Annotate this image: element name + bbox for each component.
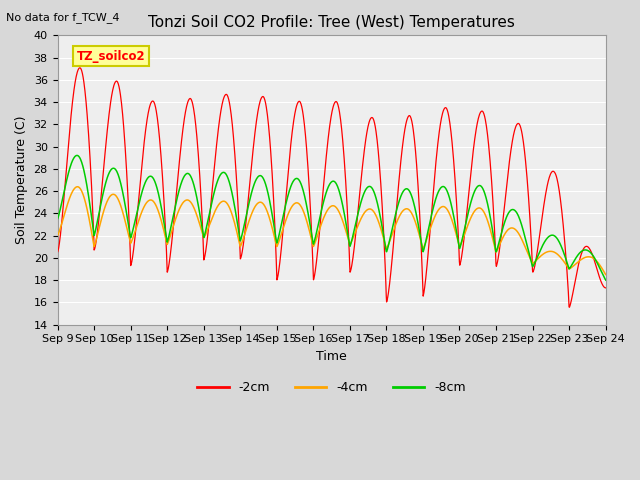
Title: Tonzi Soil CO2 Profile: Tree (West) Temperatures: Tonzi Soil CO2 Profile: Tree (West) Temp… bbox=[148, 15, 515, 30]
Y-axis label: Soil Temperature (C): Soil Temperature (C) bbox=[15, 116, 28, 244]
X-axis label: Time: Time bbox=[316, 350, 347, 363]
Legend: -2cm, -4cm, -8cm: -2cm, -4cm, -8cm bbox=[193, 376, 471, 399]
Text: TZ_soilco2: TZ_soilco2 bbox=[77, 50, 145, 63]
Text: No data for f_TCW_4: No data for f_TCW_4 bbox=[6, 12, 120, 23]
